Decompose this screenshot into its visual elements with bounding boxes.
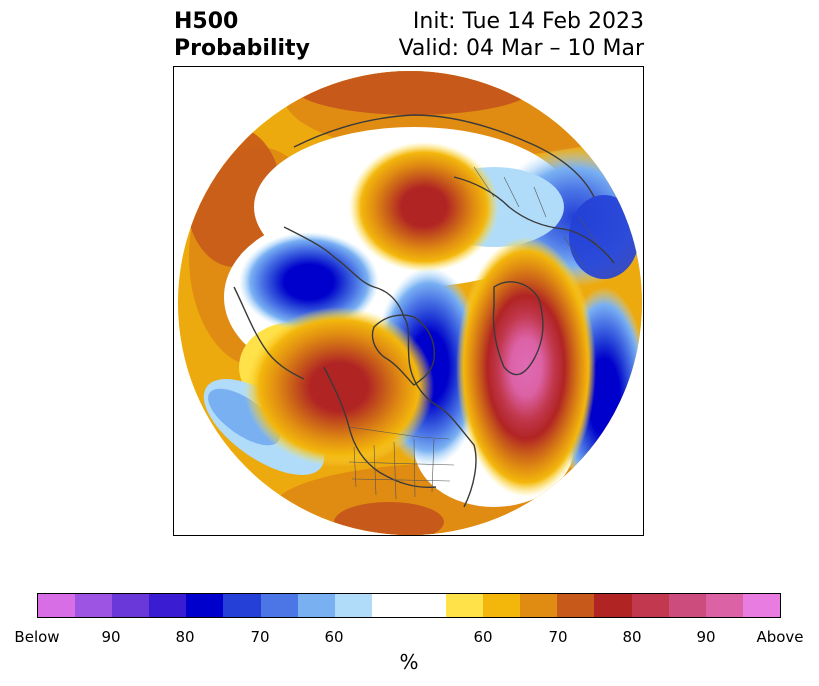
valid-range: Valid: 04 Mar – 10 Mar — [398, 36, 644, 61]
date-info: Init: Tue 14 Feb 2023 Valid: 04 Mar – 10… — [399, 8, 644, 62]
colorbar-tick-label: 60 — [473, 628, 493, 646]
colorbar-segment — [631, 594, 669, 617]
colorbar-tick-label: 80 — [622, 628, 642, 646]
title-line-probability: Probability — [174, 36, 310, 61]
colorbar-segment — [297, 594, 335, 617]
colorbar-segment — [705, 594, 743, 617]
colorbar-segment — [594, 594, 632, 617]
colorbar-tick-label: 60 — [324, 628, 344, 646]
colorbar-segment — [371, 594, 447, 617]
colorbar-segment — [483, 594, 521, 617]
polar-map — [178, 71, 642, 535]
colorbar-tick-label: 80 — [175, 628, 195, 646]
colorbar-segment — [75, 594, 113, 617]
colorbar-segment — [149, 594, 187, 617]
colorbar-segment — [223, 594, 261, 617]
colorbar-segment — [112, 594, 150, 617]
colorbar-segment — [557, 594, 595, 617]
colorbar-segment — [260, 594, 298, 617]
title-line-variable: H500 — [174, 9, 239, 34]
colorbar-segment — [38, 594, 76, 617]
init-date: Init: Tue 14 Feb 2023 — [412, 9, 644, 34]
probability-field — [178, 71, 642, 535]
colorbar-tick-label: Above — [756, 628, 804, 646]
colorbar-tick-label: 90 — [696, 628, 716, 646]
colorbar-tick-label: 90 — [101, 628, 121, 646]
map-panel — [173, 66, 644, 536]
colorbar — [37, 593, 781, 618]
political-borders — [348, 166, 600, 500]
colorbar-segment — [742, 594, 780, 617]
colorbar-segment — [186, 594, 224, 617]
chart-title: H500 Probability — [174, 8, 310, 62]
colorbar-segment — [446, 594, 484, 617]
colorbar-unit-label: % — [399, 650, 419, 674]
colorbar-segment — [334, 594, 372, 617]
colorbar-tick-label: 70 — [250, 628, 270, 646]
colorbar-segment — [520, 594, 558, 617]
colorbar-segment — [668, 594, 706, 617]
colorbar-tick-label: 70 — [548, 628, 568, 646]
coastlines — [233, 114, 615, 508]
colorbar-tick-label: Below — [14, 628, 60, 646]
